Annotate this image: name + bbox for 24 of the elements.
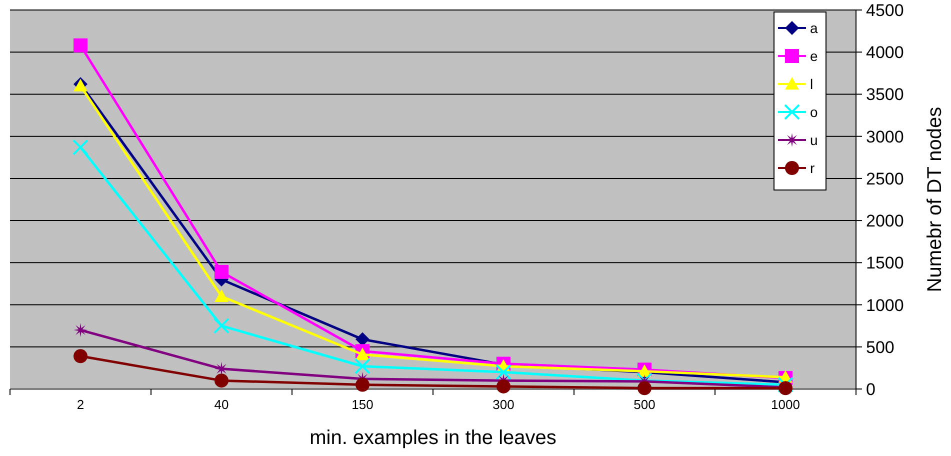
y-tick-label: 1500 [866, 254, 904, 273]
y-tick-label: 500 [866, 338, 894, 357]
legend-label: r [810, 160, 815, 176]
y-tick-label: 2500 [866, 169, 904, 188]
x-tick-label: 40 [214, 397, 229, 412]
y-tick-label: 0 [866, 380, 876, 399]
legend-label: u [810, 132, 818, 148]
legend-label: l [810, 76, 814, 92]
x-tick-label: 150 [352, 397, 374, 412]
x-tick-label: 500 [634, 397, 656, 412]
legend-label: a [810, 20, 818, 36]
legend-label: e [810, 48, 818, 64]
y-tick-label: 3500 [866, 85, 904, 104]
x-axis-title: min. examples in the leaves [310, 427, 556, 449]
y-axis-title: Numebr of DT nodes [924, 106, 946, 292]
y-tick-label: 1000 [866, 296, 904, 315]
y-tick-label: 4500 [866, 1, 904, 20]
x-tick-label: 2 [76, 397, 84, 412]
y-tick-label: 3000 [866, 127, 904, 146]
x-tick-label: 1000 [771, 397, 800, 412]
legend-label: o [810, 104, 818, 120]
y-tick-label: 2000 [866, 212, 904, 231]
x-tick-label: 300 [492, 397, 514, 412]
y-tick-label: 4000 [866, 43, 904, 62]
